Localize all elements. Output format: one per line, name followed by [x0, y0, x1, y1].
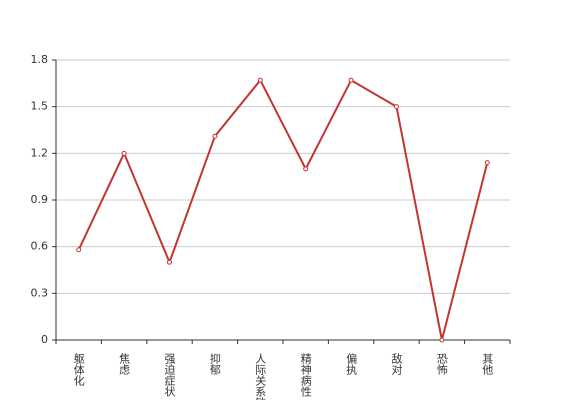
point [484, 160, 490, 166]
x-tick-label: 抑郁 [208, 352, 221, 375]
point [348, 77, 354, 83]
y-tick-label: 0.9 [31, 193, 49, 206]
y-tick-label: 1.8 [31, 53, 49, 66]
x-tick-label: 敌对 [390, 352, 403, 375]
x-tick-label: 强迫症状 [163, 353, 176, 397]
x-tick-label: 偏执 [345, 352, 358, 376]
x-tick-label: 焦虑 [118, 353, 131, 375]
x-tick-label: 人际关系敏感 [254, 353, 267, 400]
y-tick-label: 0.3 [31, 286, 49, 299]
x-tick-label: 精神病性 [299, 353, 312, 398]
point [257, 77, 263, 83]
y-tick-label: 1.2 [31, 146, 49, 159]
point [394, 104, 399, 110]
x-tick-label: 其他 [481, 353, 494, 375]
point [121, 150, 127, 156]
y-tick-label: 0.6 [31, 240, 49, 253]
line [77, 79, 489, 341]
point [167, 259, 172, 265]
point [439, 337, 445, 343]
point [303, 166, 309, 172]
y-tick-label: 1.5 [31, 100, 49, 113]
x-tick-label: 恐怖 [435, 353, 448, 375]
point [76, 247, 82, 253]
x-tick-label: 躯体化 [72, 353, 85, 387]
y-tick-label: 0 [41, 333, 48, 346]
point [212, 133, 218, 139]
